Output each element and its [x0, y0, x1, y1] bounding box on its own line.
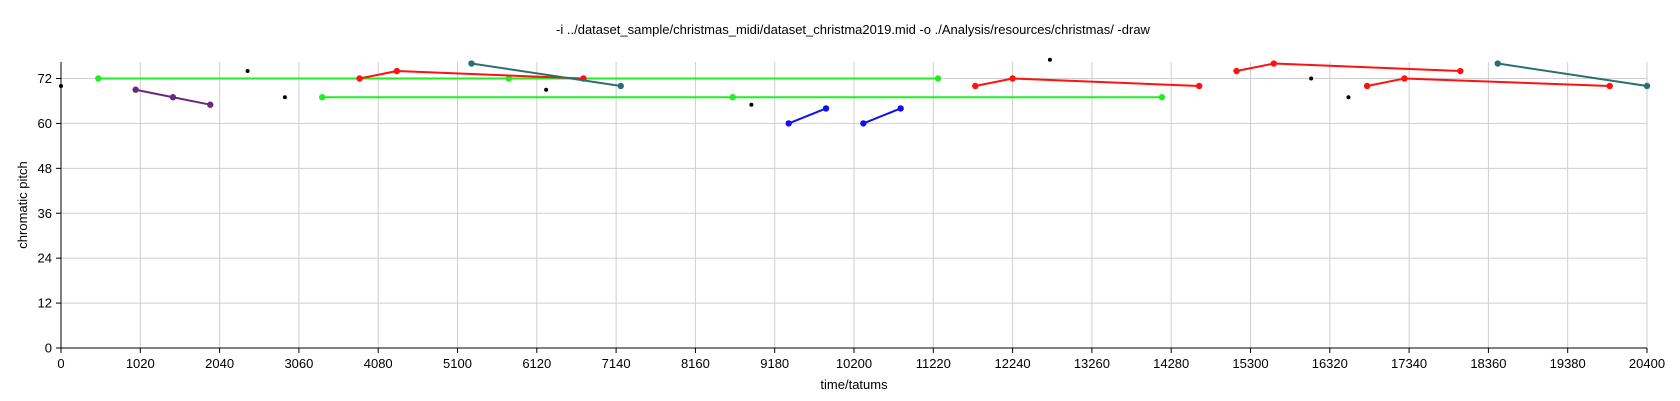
- data-point: [319, 94, 326, 101]
- series: [59, 57, 1651, 127]
- data-point: [95, 75, 102, 82]
- x-tick-label: 3060: [284, 356, 313, 371]
- x-tick-label: 20400: [1629, 356, 1665, 371]
- data-point: [972, 82, 979, 90]
- y-tick-label: 12: [38, 296, 52, 311]
- data-point: [749, 102, 754, 107]
- y-tick-label: 72: [38, 71, 52, 86]
- data-point: [1195, 82, 1203, 90]
- y-tick-label: 0: [45, 341, 52, 356]
- series-green: [729, 94, 736, 101]
- data-point: [1363, 82, 1371, 90]
- series-line: [975, 77, 1200, 87]
- series-line: [788, 107, 827, 125]
- data-point: [1494, 60, 1501, 67]
- series-green: [319, 94, 1166, 101]
- data-point: [1233, 67, 1240, 75]
- data-point: [393, 67, 401, 75]
- data-point: [1457, 67, 1464, 75]
- data-point: [1606, 82, 1613, 90]
- series-line: [1497, 62, 1648, 87]
- series-red: [1363, 75, 1613, 90]
- data-point: [785, 120, 792, 127]
- data-point: [1158, 94, 1166, 101]
- data-point: [544, 87, 549, 92]
- grid: [61, 62, 1648, 348]
- data-point: [617, 82, 624, 90]
- series-purple: [132, 86, 214, 108]
- series-red: [1233, 60, 1464, 75]
- y-axis-label: chromatic pitch: [15, 161, 30, 248]
- x-tick-label: 1020: [126, 356, 155, 371]
- x-tick-label: 7140: [602, 356, 631, 371]
- x-tick-label: 12240: [995, 356, 1031, 371]
- series-red: [972, 75, 1203, 90]
- data-point: [132, 86, 139, 93]
- data-point: [860, 120, 867, 127]
- series-line: [862, 107, 902, 125]
- data-point: [245, 69, 250, 74]
- data-point: [1309, 76, 1314, 81]
- x-tick-label: 14280: [1153, 356, 1189, 371]
- x-tick-label: 6120: [522, 356, 551, 371]
- data-point: [897, 105, 904, 112]
- y-tick-label: 48: [38, 161, 52, 176]
- series-blue: [785, 105, 830, 127]
- data-point: [1047, 57, 1052, 62]
- data-point: [169, 94, 177, 101]
- x-tick-label: 13260: [1074, 356, 1110, 371]
- x-tick-label: 8160: [681, 356, 710, 371]
- data-point: [1270, 60, 1278, 67]
- x-tick-label: 10200: [836, 356, 872, 371]
- x-tick-label: 2040: [205, 356, 234, 371]
- series-blue: [860, 105, 904, 127]
- data-point: [59, 83, 63, 88]
- series-line: [1236, 62, 1461, 73]
- data-point: [505, 75, 513, 82]
- chart-title: -i ../dataset_sample/christmas_midi/data…: [556, 22, 1150, 37]
- data-point: [729, 94, 736, 101]
- x-ticks: 0 1020 2040 3060 4080 5100 6120 7140 8160 9180 102…: [57, 348, 1665, 371]
- y-tick-label: 36: [38, 206, 52, 221]
- data-point: [1346, 95, 1351, 100]
- series-green: [505, 75, 513, 82]
- series-line: [471, 62, 621, 87]
- x-tick-label: 11220: [916, 356, 951, 371]
- data-point: [356, 75, 363, 82]
- data-point: [282, 95, 287, 100]
- x-tick-label: 17340: [1391, 356, 1427, 371]
- x-tick-label: 18360: [1470, 356, 1506, 371]
- x-tick-label: 19380: [1550, 356, 1586, 371]
- x-tick-label: 4080: [364, 356, 393, 371]
- x-tick-label: 5100: [443, 356, 472, 371]
- x-tick-label: 15300: [1232, 356, 1268, 371]
- x-axis-label: time/tatums: [820, 377, 888, 392]
- y-tick-label: 60: [38, 116, 52, 131]
- data-point: [468, 60, 475, 67]
- x-tick-label: 0: [57, 356, 64, 371]
- x-tick-label: 16320: [1312, 356, 1348, 371]
- x-tick-label: 9180: [760, 356, 789, 371]
- y-ticks: 0 12 24 36 48 60 72: [38, 71, 61, 356]
- series-black: [59, 57, 1351, 107]
- data-point: [822, 105, 830, 112]
- data-point: [1401, 75, 1408, 82]
- data-point: [1643, 82, 1651, 90]
- data-point: [1009, 75, 1016, 82]
- series-green: [95, 75, 942, 82]
- data-point: [934, 75, 942, 82]
- series-teal: [468, 60, 624, 90]
- series-teal: [1494, 60, 1651, 90]
- y-tick-label: 24: [38, 251, 52, 266]
- data-point: [207, 101, 214, 108]
